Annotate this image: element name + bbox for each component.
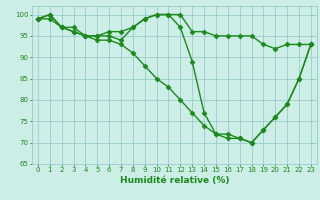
X-axis label: Humidité relative (%): Humidité relative (%): [120, 176, 229, 185]
